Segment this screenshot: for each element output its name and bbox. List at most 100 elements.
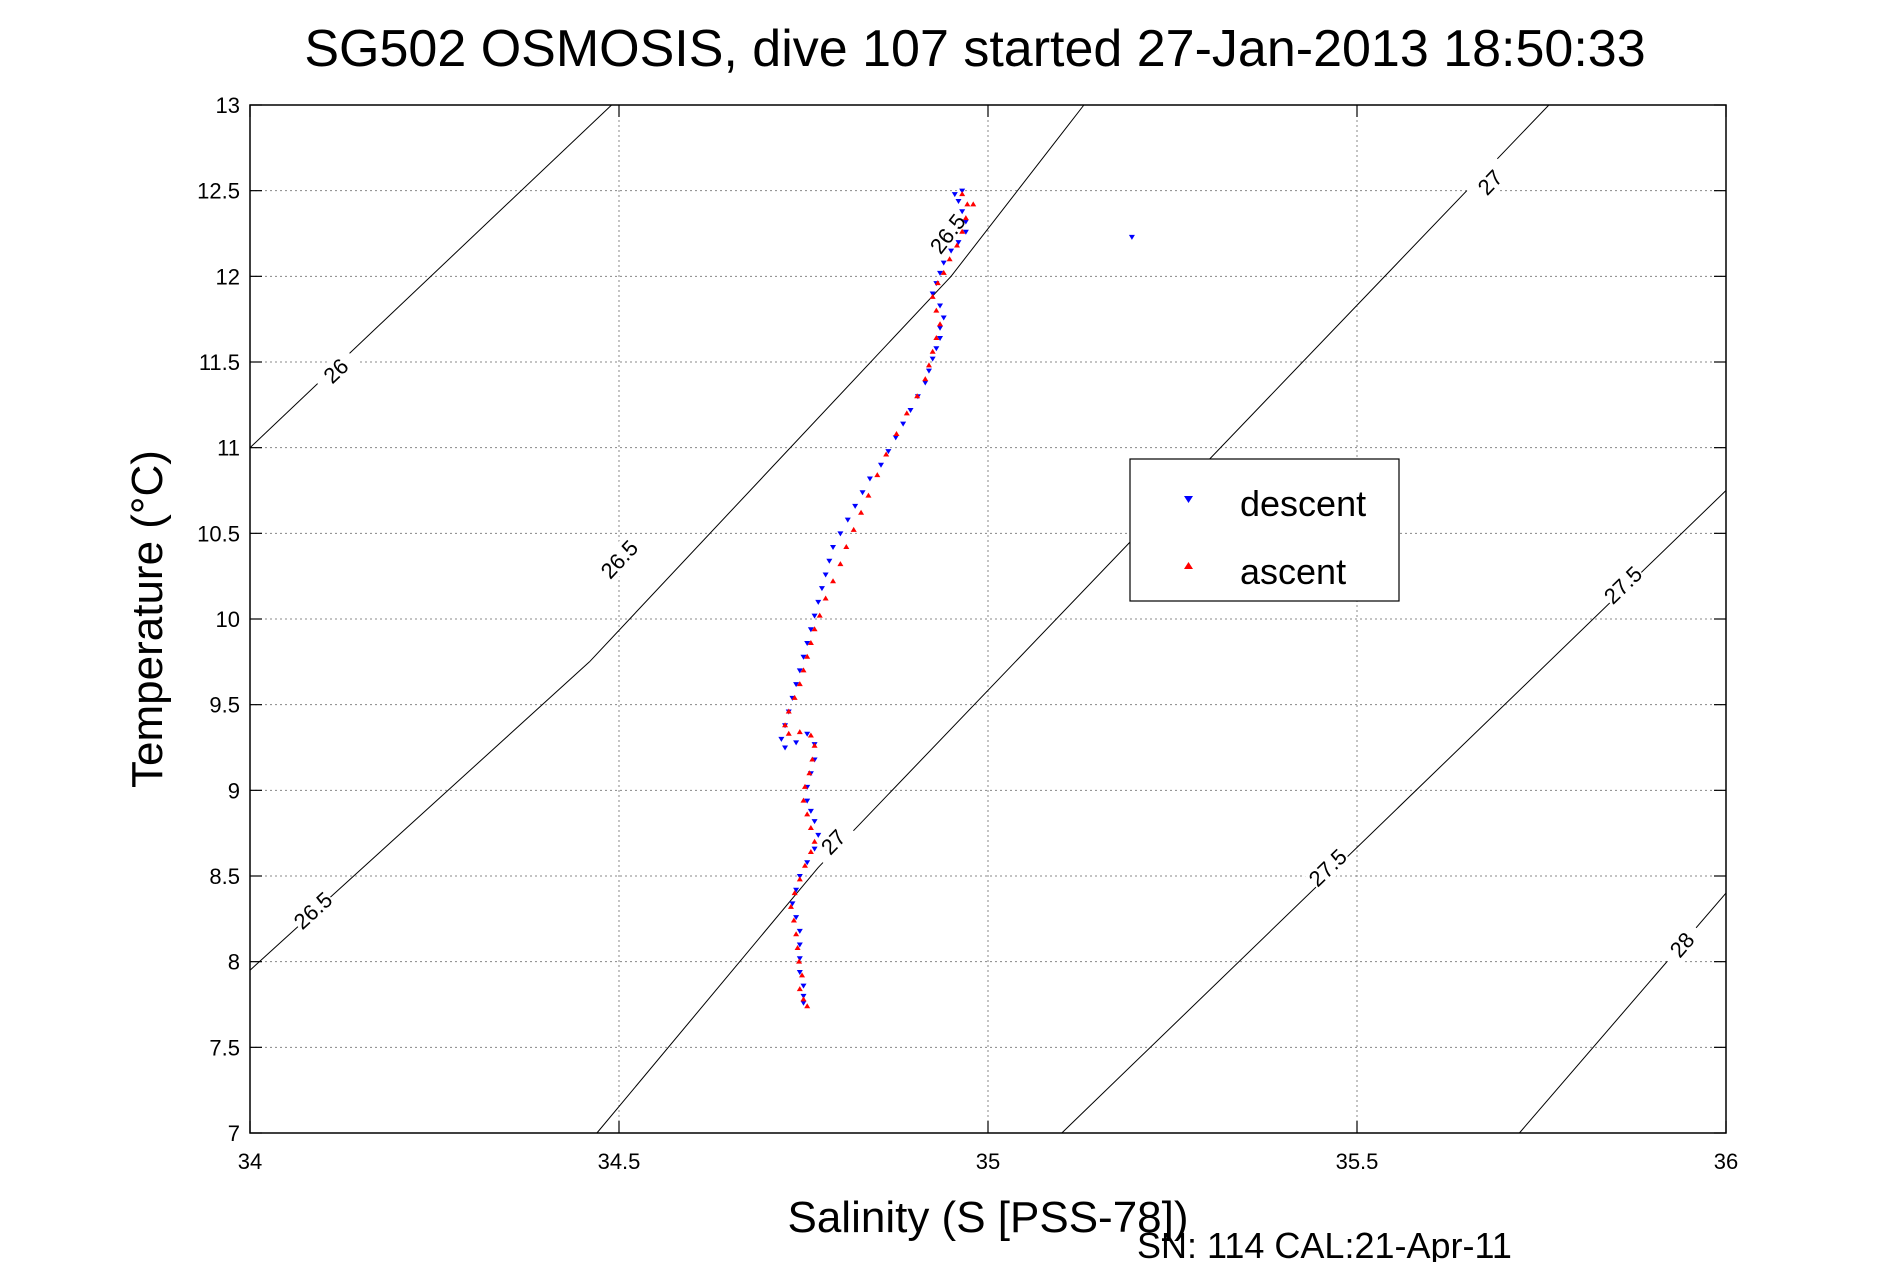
isopycnal-line-26-5 (589, 104, 1085, 663)
descent-point (818, 586, 825, 592)
ascent-point (929, 293, 936, 299)
ascent-point (785, 708, 792, 714)
y-tick-label: 11.5 (199, 350, 240, 375)
y-tick-label: 9.5 (209, 693, 240, 718)
ascent-point (962, 215, 969, 221)
descent-point (859, 490, 866, 496)
descent-point (811, 819, 818, 825)
ascent-point (804, 653, 811, 659)
descent-point (826, 558, 833, 564)
contour-label-mask (809, 817, 857, 866)
ascent-point (807, 849, 814, 855)
ascent-point (874, 472, 881, 478)
ascent-point (782, 722, 789, 728)
descent-point (892, 435, 899, 441)
descent-point (807, 627, 814, 633)
ascent-point (850, 526, 857, 532)
y-tick-label: 12 (216, 264, 240, 289)
legend-descent-label: descent (1240, 483, 1366, 524)
descent-point (793, 682, 800, 688)
contour-label-mask (1465, 157, 1514, 207)
descent-point (778, 736, 785, 742)
ascent-point (858, 509, 865, 515)
ascent-point (801, 862, 808, 868)
legend-ascent-label: ascent (1240, 551, 1346, 592)
y-tick-label: 12.5 (197, 179, 240, 204)
descent-point (852, 503, 859, 509)
contour-label-mask (311, 346, 360, 395)
ascent-point (822, 595, 829, 601)
ascent-point (843, 544, 850, 550)
ascent-point (934, 280, 941, 286)
ascent-point (791, 694, 798, 700)
ascent-point (811, 838, 818, 844)
descent-point (796, 969, 803, 975)
ascent-point (883, 451, 890, 457)
contour-label-mask (1303, 843, 1352, 892)
descent-point (793, 887, 800, 893)
descent-point (796, 928, 803, 934)
ascent-point (816, 612, 823, 618)
isopycnal-line-26 (249, 104, 612, 449)
ascent-point (811, 742, 818, 748)
ascent-point (830, 578, 837, 584)
descent-point (959, 209, 966, 215)
ascent-point (946, 256, 953, 262)
contour-label-mask (288, 886, 338, 934)
ascent-point (837, 561, 844, 567)
descent-point (929, 356, 936, 362)
ascent-point (794, 944, 801, 950)
descent-point (796, 942, 803, 948)
ascent-point (959, 228, 966, 234)
descent-point (877, 462, 884, 468)
ascent-point (796, 681, 803, 687)
legend: descent ascent (1129, 458, 1400, 602)
descent-point (937, 303, 944, 309)
descent-point (804, 860, 811, 866)
descent-point (940, 260, 947, 266)
ascent-point (959, 191, 966, 197)
ascent-point (804, 811, 811, 817)
ascent-point (791, 890, 798, 896)
descent-point (940, 315, 947, 321)
descent-point (796, 956, 803, 962)
ascent-point (933, 335, 940, 341)
y-tick-label: 7.5 (209, 1035, 240, 1060)
descent-point (925, 368, 932, 374)
contour-label-mask (1658, 920, 1706, 970)
ascent-point (929, 348, 936, 354)
ascent-point (807, 732, 814, 738)
descent-point (815, 832, 822, 838)
descent-point (796, 668, 803, 674)
grid (250, 105, 1726, 1133)
y-tick-label: 10 (216, 607, 240, 632)
legend-box (1129, 458, 1400, 602)
ascent-point (954, 242, 961, 248)
ascent-point (922, 376, 929, 382)
descent-point (866, 476, 873, 482)
descent-point (804, 798, 811, 804)
descent-point (885, 449, 892, 455)
ascent-point (940, 269, 947, 275)
descent-point (937, 336, 944, 342)
y-tick-label: 8 (228, 950, 240, 975)
descent-point (837, 531, 844, 537)
ascent-point (807, 825, 814, 831)
y-axis-label: Temperature (°C) (123, 450, 172, 788)
descent-point (933, 346, 940, 352)
descent-point (907, 407, 914, 413)
ascent-point (809, 756, 816, 762)
descent-point (807, 808, 814, 814)
ascent-point (806, 770, 813, 776)
ascent-point (807, 639, 814, 645)
ascent-point (793, 931, 800, 937)
y-tick-label: 7 (228, 1121, 240, 1146)
ascent-point (865, 492, 872, 498)
chart-title: SG502 OSMOSIS, dive 107 started 27-Jan-2… (304, 20, 1645, 78)
legend-ascent-marker (1184, 562, 1193, 569)
ascent-point (970, 201, 977, 207)
contour-label-mask (595, 534, 643, 584)
